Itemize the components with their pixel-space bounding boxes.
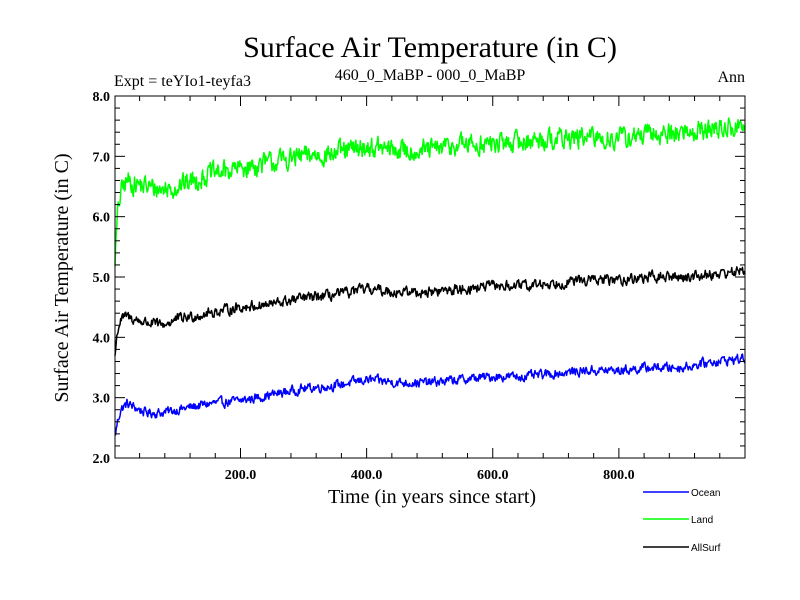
x-tick-label: 200.0 [225, 468, 257, 483]
legend-label-ocean: Ocean [691, 488, 720, 499]
y-tick-label: 5.0 [93, 271, 111, 286]
legend: Ocean Land AllSurf [643, 488, 721, 554]
x-axis-title: Time (in years since start) [328, 486, 536, 508]
x-tick-label: 400.0 [351, 468, 383, 483]
series-line-land [114, 117, 746, 267]
chart-title: Surface Air Temperature (in C) [243, 31, 617, 64]
y-tick-label: 8.0 [93, 90, 111, 105]
plot-area: 2.0 3.0 4.0 5.0 6.0 7.0 8.0 200.0 400.0 600.0 800.… [93, 90, 746, 483]
x-tick-label: 800.0 [603, 468, 635, 483]
period-label: 460_0_MaBP - 000_0_MaBP [335, 67, 526, 84]
legend-label-allsurf: AllSurf [691, 543, 721, 554]
legend-label-land: Land [691, 515, 713, 526]
series-line-ocean [114, 353, 746, 436]
series-line-allsurf [114, 266, 746, 356]
y-axis-title: Surface Air Temperature (in C) [51, 153, 73, 402]
y-tick-label: 7.0 [93, 150, 111, 165]
y-tick-label: 6.0 [93, 211, 111, 226]
y-tick-label: 3.0 [93, 392, 111, 407]
y-tick-label: 4.0 [93, 331, 111, 346]
experiment-label: Expt = teYIo1-teyfa3 [114, 73, 251, 90]
y-tick-label: 2.0 [93, 452, 111, 467]
season-label: Ann [717, 69, 745, 86]
x-tick-label: 600.0 [477, 468, 509, 483]
